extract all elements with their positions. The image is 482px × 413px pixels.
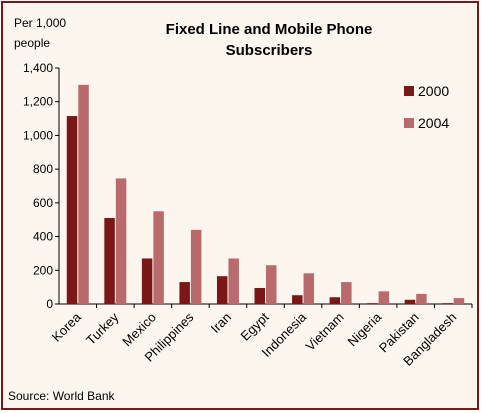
y-tick-label: 200 — [33, 263, 53, 277]
bar-2000-egypt — [254, 287, 265, 304]
bar-2000-philippines — [179, 282, 190, 304]
legend-swatch-2000 — [404, 86, 414, 96]
bar-2004-vietnam — [341, 282, 352, 304]
legend-label-2004: 2004 — [418, 115, 449, 131]
legend-swatch-2004 — [404, 118, 414, 128]
y-tick-label: 400 — [33, 230, 53, 244]
bar-2000-korea — [66, 116, 78, 305]
y-tick-label: 1,400 — [23, 61, 53, 75]
y-tick-label: 1,200 — [23, 95, 53, 109]
bar-2000-bangladesh — [442, 303, 453, 304]
y-tick-label: 1,000 — [23, 128, 53, 142]
bar-2000-iran — [216, 276, 228, 304]
x-tick-label: Egypt — [238, 309, 272, 343]
y-tick-label: 600 — [33, 196, 53, 210]
y-tick-label: 0 — [46, 297, 53, 311]
bar-2000-nigeria — [367, 303, 378, 304]
y-tick-label: 800 — [33, 162, 53, 176]
bar-2000-vietnam — [329, 297, 341, 304]
bar-2000-mexico — [141, 258, 153, 304]
bar-2000-pakistan — [404, 299, 416, 304]
legend-label-2000: 2000 — [418, 83, 449, 99]
bar-2004-nigeria — [378, 291, 390, 304]
bar-2000-indonesia — [292, 295, 303, 304]
y-axis-label-line-2: people — [14, 36, 50, 50]
bar-2004-korea — [78, 84, 89, 304]
x-tick-label: Iran — [208, 310, 234, 336]
y-axis-label-line-1: Per 1,000 — [14, 16, 66, 30]
x-tick-label: Turkey — [83, 309, 122, 348]
bar-2004-turkey — [115, 178, 127, 304]
bar-2004-egypt — [266, 265, 277, 304]
bar-2000-turkey — [104, 218, 115, 304]
bar-2004-bangladesh — [453, 298, 465, 304]
chart-title-line-1: Fixed Line and Mobile Phone — [166, 21, 373, 38]
bar-2004-pakistan — [416, 293, 427, 304]
bar-2004-indonesia — [303, 273, 315, 304]
bar-2004-iran — [228, 258, 239, 304]
bar-2004-mexico — [153, 211, 164, 304]
bar-2004-philippines — [190, 229, 202, 304]
x-tick-label: Vietnam — [303, 310, 347, 354]
chart-title-line-2: Subscribers — [226, 42, 313, 59]
source-note: Source: World Bank — [8, 389, 115, 403]
x-tick-label: Korea — [49, 309, 85, 345]
